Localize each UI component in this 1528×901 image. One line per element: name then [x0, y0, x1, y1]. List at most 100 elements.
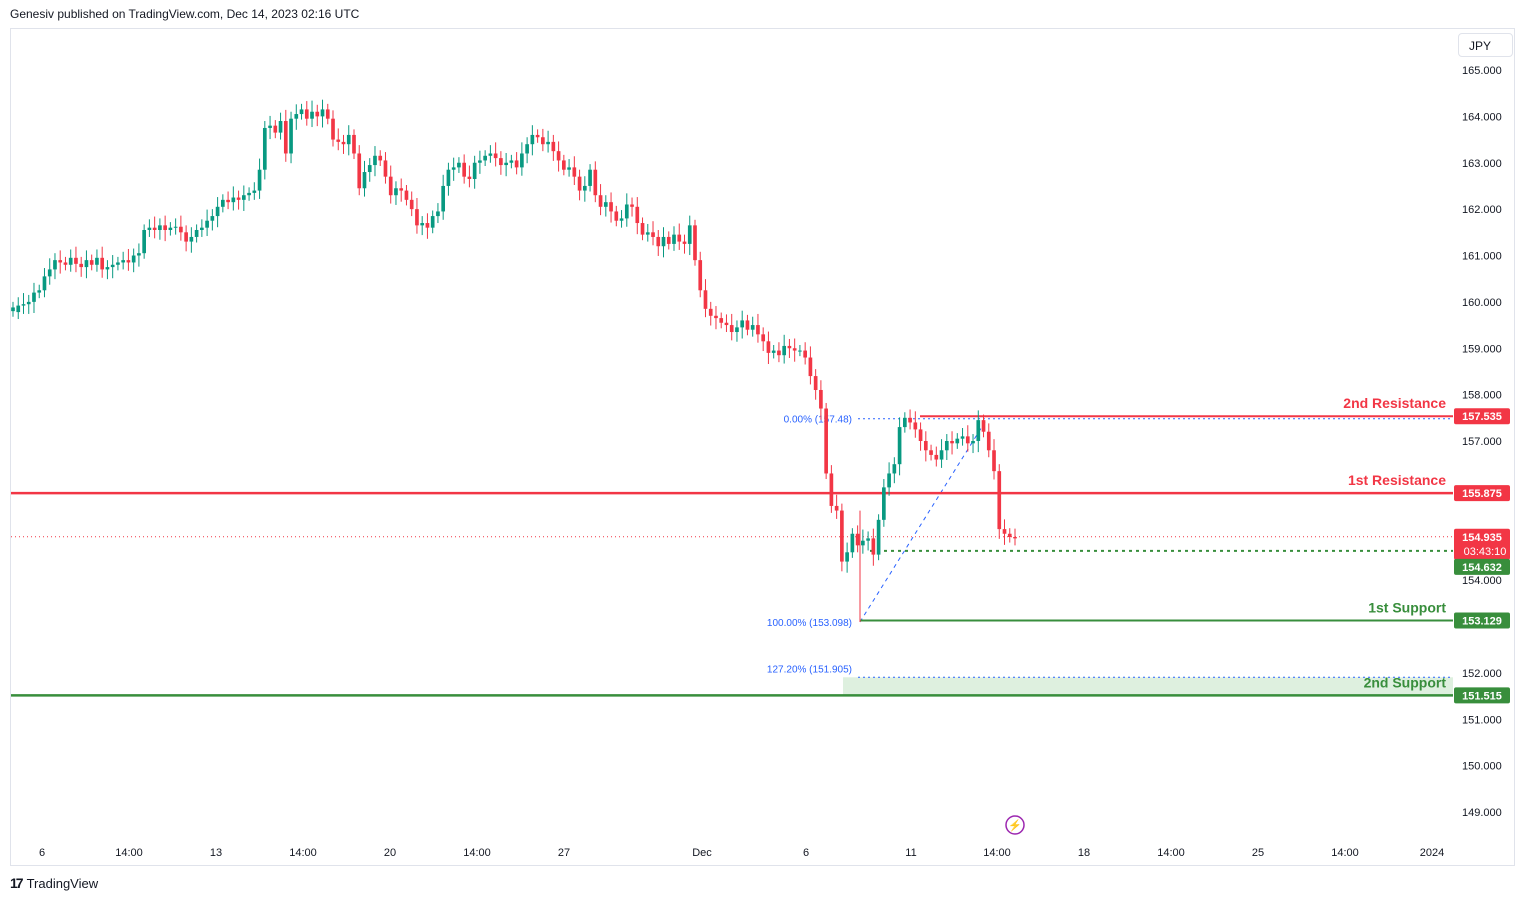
candle-body — [399, 188, 404, 191]
x-tick-label: 25 — [1252, 847, 1264, 859]
candle-body — [551, 141, 556, 152]
candle-body — [289, 118, 293, 154]
candle-body — [719, 318, 724, 323]
candle-body — [855, 533, 860, 546]
candle-body — [121, 260, 126, 263]
candle-body — [137, 253, 141, 256]
candle-body — [42, 276, 47, 291]
candle-body — [992, 450, 996, 472]
candle-body — [546, 141, 550, 145]
candle-body — [997, 471, 1002, 530]
candle-body — [179, 226, 183, 233]
level-name-label: 1st Support — [1368, 600, 1446, 616]
candle-body — [236, 197, 241, 200]
level-name-label: 2nd Resistance — [1343, 395, 1446, 411]
candle-body — [74, 257, 78, 264]
candle-body — [677, 234, 682, 242]
candle-body — [871, 538, 876, 555]
x-tick-label: Dec — [692, 847, 712, 859]
x-tick-label: 14:00 — [1157, 847, 1185, 859]
level-price-label: 155.875 — [1462, 488, 1502, 500]
candle-body — [105, 267, 110, 270]
candle-body — [598, 195, 603, 207]
candle-body — [792, 348, 797, 351]
currency-selector[interactable]: JPY — [1458, 33, 1513, 57]
candle-body — [708, 308, 713, 316]
candle-body — [457, 162, 461, 168]
x-tick-label: 14:00 — [1331, 847, 1359, 859]
candle-body — [976, 420, 981, 441]
candle-body — [37, 290, 42, 293]
candle-body — [929, 450, 933, 455]
candle-body — [89, 260, 94, 265]
tradingview-brand[interactable]: 17 TradingView — [10, 875, 98, 891]
candle-body — [262, 127, 267, 170]
pivot-price-tag — [1454, 558, 1510, 575]
candle-body — [95, 257, 99, 265]
fib-127-label: 127.20% (151.905) — [767, 664, 852, 675]
support-zone — [843, 677, 1453, 696]
y-tick-label: 154.000 — [1462, 575, 1502, 587]
publish-info: Genesiv published on TradingView.com, De… — [10, 7, 360, 21]
candle-body — [441, 185, 446, 212]
candle-body — [373, 155, 377, 166]
fib-0-label: 0.00% (157.48) — [784, 415, 852, 426]
candle-body — [829, 473, 834, 506]
candle-body — [147, 227, 152, 230]
candle-body — [16, 305, 21, 313]
candle-body — [771, 350, 776, 353]
candle-body — [729, 325, 734, 333]
candle-body — [32, 292, 36, 302]
candle-body — [798, 350, 802, 352]
candle-body — [53, 260, 57, 270]
chart-frame[interactable] — [10, 28, 1515, 866]
candle-body — [950, 441, 954, 444]
candle-body — [462, 162, 466, 177]
candle-body — [672, 234, 676, 244]
candle-body — [866, 538, 870, 541]
candle-body — [126, 260, 131, 263]
candle-body — [703, 290, 708, 309]
candle-body — [882, 487, 886, 520]
candle-body — [535, 134, 540, 138]
candle-body — [189, 236, 194, 242]
candle-body — [756, 325, 760, 335]
level-price-tag — [1454, 485, 1510, 502]
candle-body — [714, 315, 718, 319]
candle-body — [194, 229, 199, 237]
candle-body — [761, 334, 766, 342]
candle-body — [819, 389, 823, 409]
x-tick-label: 20 — [384, 847, 396, 859]
candle-body — [472, 162, 477, 179]
x-tick-label: 14:00 — [289, 847, 317, 859]
y-tick-label: 152.000 — [1462, 668, 1502, 680]
x-tick-label: 18 — [1078, 847, 1090, 859]
candle-body — [902, 417, 907, 428]
candle-body — [131, 255, 136, 263]
candle-body — [173, 226, 178, 228]
candle-body — [357, 153, 362, 189]
candle-body — [567, 167, 571, 170]
candle-body — [876, 519, 881, 555]
x-tick-label: 6 — [803, 847, 809, 859]
candle-body — [824, 408, 828, 474]
candle-body — [908, 417, 912, 423]
y-tick-label: 161.000 — [1462, 251, 1502, 263]
candle-body — [944, 441, 949, 451]
level-price-label: 157.535 — [1462, 411, 1502, 423]
candle-body — [304, 109, 309, 119]
candle-body — [913, 422, 918, 430]
countdown-label: 03:43:10 — [1464, 546, 1507, 558]
x-tick-label: 14:00 — [115, 847, 143, 859]
level-price-label: 151.515 — [1462, 690, 1502, 702]
y-tick-label: 162.000 — [1462, 204, 1502, 216]
candle-body — [205, 220, 209, 228]
candle-body — [231, 197, 236, 203]
candle-body — [168, 227, 173, 230]
candle-body — [588, 169, 592, 186]
candle-body — [556, 151, 561, 161]
candle-body — [142, 229, 146, 254]
candle-body — [698, 260, 703, 291]
y-tick-label: 160.000 — [1462, 297, 1502, 309]
